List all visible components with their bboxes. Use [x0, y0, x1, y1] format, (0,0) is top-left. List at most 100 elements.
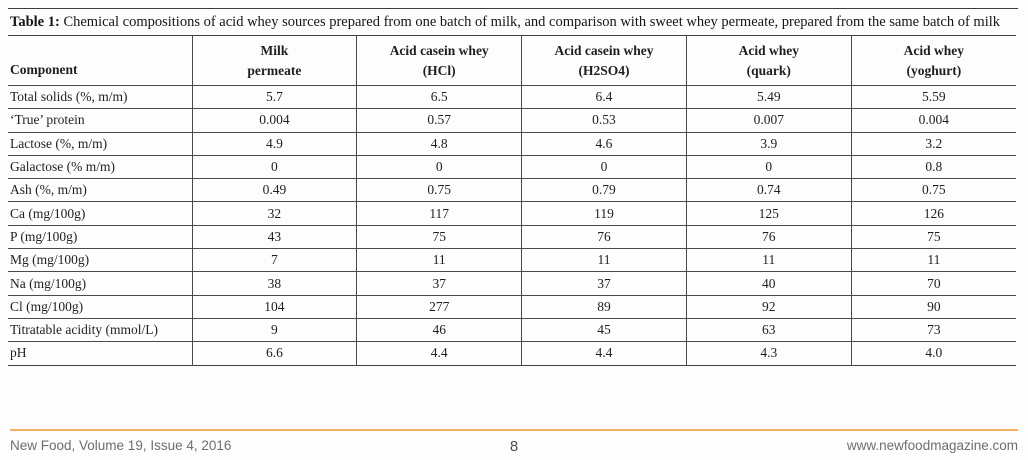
value-cell: 32: [191, 201, 357, 226]
value-cell: 0: [685, 154, 852, 179]
value-cell: 40: [685, 271, 852, 296]
table-row: Mg (mg/100g) 7 11 11 11 11: [8, 248, 1016, 272]
table-row: Ash (%, m/m) 0.49 0.75 0.79 0.74 0.75: [8, 178, 1016, 202]
value-cell: 0.49: [191, 178, 357, 202]
table-caption-text: Chemical compositions of acid whey sourc…: [59, 14, 1001, 30]
value-cell: 75: [850, 224, 1016, 249]
value-cell: 0.75: [356, 178, 522, 202]
table-header: Component Milk permeate Acid casein whey (…: [8, 35, 1016, 86]
value-cell: 4.9: [191, 131, 357, 156]
value-cell: 0.75: [850, 178, 1016, 202]
value-cell: 117: [356, 201, 522, 226]
value-cell: 0.53: [521, 108, 687, 133]
row-label-cell: Total solids (%, m/m): [8, 84, 192, 109]
value-cell: 11: [356, 248, 522, 272]
row-label-cell: Cl (mg/100g): [8, 294, 192, 319]
value-cell: 37: [521, 271, 687, 296]
value-cell: 6.4: [521, 84, 687, 109]
footer-publication: New Food, Volume 19, Issue 4, 2016: [10, 438, 232, 453]
row-label-cell: Galactose (% m/m): [8, 154, 192, 179]
value-cell: 73: [850, 317, 1016, 342]
composition-table-wrapper: Component Milk permeate Acid casein whey (…: [8, 35, 1016, 366]
value-cell: 0: [356, 154, 522, 179]
column-header-component: Component: [10, 62, 78, 78]
footer-accent-rule: [10, 429, 1018, 431]
footer-page-number: 8: [509, 438, 519, 455]
value-cell: 92: [685, 294, 852, 319]
table-row: Ca (mg/100g) 32 117 119 125 126: [8, 201, 1016, 226]
value-cell: 37: [356, 271, 522, 296]
value-cell: 76: [521, 224, 687, 249]
table-row: P (mg/100g) 43 75 76 76 75: [8, 224, 1016, 249]
composition-table: Component Milk permeate Acid casein whey (…: [8, 35, 1016, 366]
value-cell: 0.8: [850, 154, 1016, 179]
value-cell: 119: [521, 201, 687, 226]
value-cell: 4.8: [356, 131, 522, 156]
table-row: Galactose (% m/m) 0 0 0 0 0.8: [8, 154, 1016, 179]
row-label-cell: Ash (%, m/m): [8, 178, 192, 202]
row-label-cell: Titratable acidity (mmol/L): [8, 317, 192, 342]
value-cell: 75: [356, 224, 522, 249]
value-cell: 46: [356, 317, 522, 342]
value-cell: 6.5: [356, 84, 522, 109]
header-row: Component Milk permeate Acid casein whey (…: [8, 35, 1016, 86]
table-row: ‘True’ protein 0.004 0.57 0.53 0.007 0.004: [8, 108, 1016, 133]
row-label-cell: Na (mg/100g): [8, 271, 192, 296]
value-cell: 11: [521, 248, 687, 272]
value-cell: 0.004: [850, 108, 1016, 133]
value-cell: 7: [191, 248, 357, 272]
value-cell: 90: [850, 294, 1016, 319]
value-cell: 70: [850, 271, 1016, 296]
table-row: Titratable acidity (mmol/L) 9 46 45 63 73: [8, 317, 1016, 342]
value-cell: 38: [191, 271, 357, 296]
footer-website: www.newfoodmagazine.com: [846, 438, 1018, 453]
row-label-cell: P (mg/100g): [8, 224, 192, 249]
value-cell: 9: [191, 317, 357, 342]
value-cell: 277: [356, 294, 522, 319]
page-top-rule: [8, 8, 1018, 9]
table-row: pH 6.6 4.4 4.4 4.3 4.0: [8, 341, 1016, 366]
value-cell: 3.2: [850, 131, 1016, 156]
value-cell: 3.9: [685, 131, 852, 156]
table-caption-label: Table 1:: [10, 14, 60, 30]
table-caption: Table 1: Chemical compositions of acid w…: [10, 13, 1018, 32]
table-row: Lactose (%, m/m) 4.9 4.8 4.6 3.9 3.2: [8, 131, 1016, 156]
value-cell: 11: [850, 248, 1016, 272]
value-cell: 4.6: [521, 131, 687, 156]
row-label-cell: ‘True’ protein: [8, 108, 192, 133]
value-cell: 5.7: [191, 84, 357, 109]
table-row: Na (mg/100g) 38 37 37 40 70: [8, 271, 1016, 296]
row-label-cell: Lactose (%, m/m): [8, 131, 192, 156]
value-cell: 63: [685, 317, 852, 342]
value-cell: 6.6: [191, 341, 357, 366]
value-cell: 5.49: [685, 84, 852, 109]
value-cell: 76: [685, 224, 852, 249]
value-cell: 45: [521, 317, 687, 342]
value-cell: 125: [685, 201, 852, 226]
row-label-cell: Mg (mg/100g): [8, 248, 192, 272]
value-cell: 4.4: [521, 341, 687, 366]
column-header: Acid whey (quark): [685, 35, 852, 86]
column-header: Acid casein whey (HCl): [356, 35, 522, 86]
table-row: Cl (mg/100g) 104 277 89 92 90: [8, 294, 1016, 319]
value-cell: 43: [191, 224, 357, 249]
column-header: Acid whey (yoghurt): [850, 35, 1016, 86]
table-body: Total solids (%, m/m) 5.7 6.5 6.4 5.49 5.59 ‘T…: [8, 84, 1016, 366]
column-header: Milk permeate: [191, 35, 357, 86]
value-cell: 4.0: [850, 341, 1016, 366]
value-cell: 11: [685, 248, 852, 272]
column-header: Acid casein whey (H2SO4): [521, 35, 687, 86]
table-row: Total solids (%, m/m) 5.7 6.5 6.4 5.49 5.59: [8, 84, 1016, 109]
value-cell: 0.79: [521, 178, 687, 202]
row-label-cell: Ca (mg/100g): [8, 201, 192, 226]
value-cell: 0.007: [685, 108, 852, 133]
value-cell: 4.4: [356, 341, 522, 366]
value-cell: 0: [191, 154, 357, 179]
row-label-cell: pH: [8, 341, 192, 366]
value-cell: 0.004: [191, 108, 357, 133]
value-cell: 104: [191, 294, 357, 319]
value-cell: 89: [521, 294, 687, 319]
value-cell: 126: [850, 201, 1016, 226]
value-cell: 0.57: [356, 108, 522, 133]
value-cell: 0.74: [685, 178, 852, 202]
